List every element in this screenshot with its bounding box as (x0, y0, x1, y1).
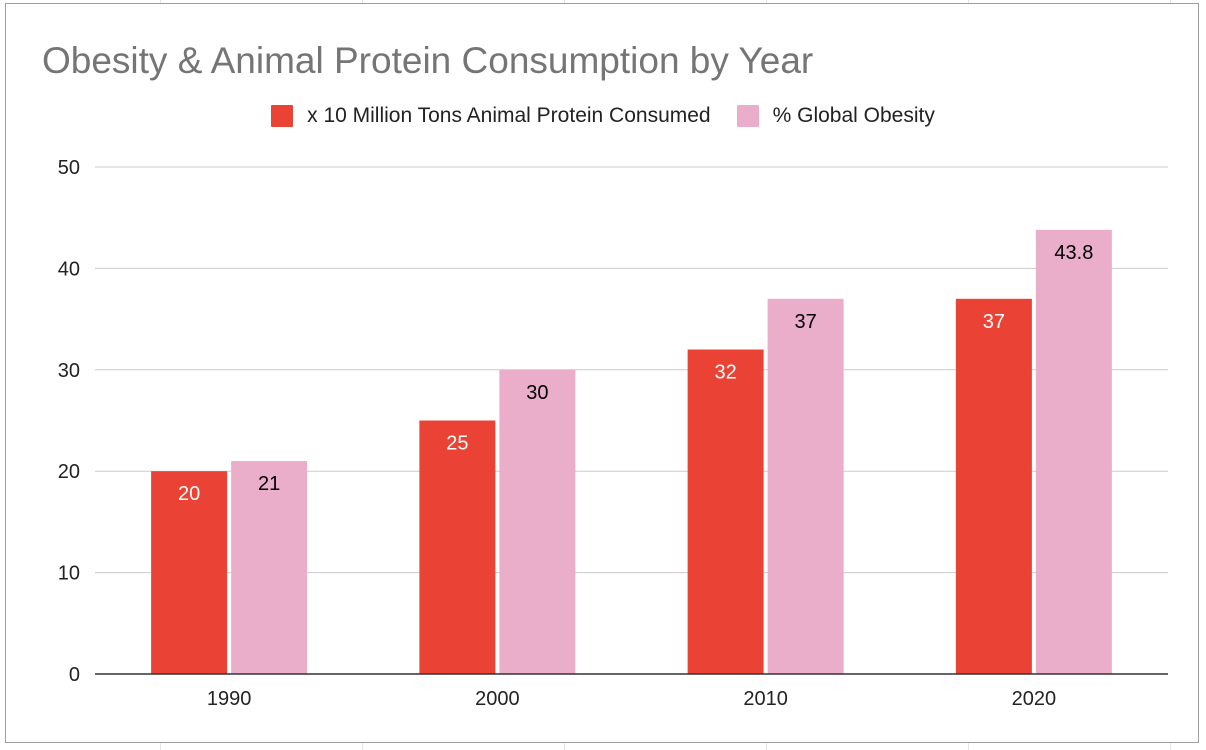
legend-item-obesity[interactable]: % Global Obesity (736, 104, 935, 128)
data-label-protein-2010: 32 (715, 362, 737, 384)
data-label-protein-1990: 20 (178, 483, 200, 505)
x-tick-label: 2010 (743, 688, 788, 710)
bar-protein-2020[interactable] (955, 298, 1032, 674)
data-label-protein-2020: 37 (983, 311, 1005, 333)
legend-label-protein: x 10 Million Tons Animal Protein Consume… (307, 104, 711, 127)
y-tick-label: 0 (69, 664, 80, 686)
bar-protein-1990[interactable] (151, 471, 228, 674)
bar-obesity-2000[interactable] (499, 369, 576, 674)
bar-protein-2000[interactable] (419, 420, 496, 675)
y-tick-label: 50 (58, 157, 80, 179)
bar-obesity-1990[interactable] (231, 461, 308, 674)
bar-obesity-2010[interactable] (767, 298, 844, 674)
bar-obesity-2020[interactable] (1035, 229, 1112, 675)
data-labels: 20 21 25 30 32 37 37 43.8 (178, 242, 1093, 505)
data-label-obesity-1990: 21 (258, 473, 280, 495)
legend-swatch-obesity (736, 105, 759, 127)
data-label-protein-2000: 25 (446, 433, 468, 455)
chart-title: Obesity & Animal Protein Consumption by … (42, 40, 814, 81)
y-tick-label: 20 (58, 461, 80, 483)
bar-protein-2010[interactable] (687, 349, 764, 674)
data-label-obesity-2000: 30 (526, 382, 548, 404)
x-tick-label: 1990 (207, 688, 252, 710)
y-tick-label: 10 (58, 563, 80, 585)
x-axis-ticks: 1990 2000 2010 2020 (207, 688, 1056, 710)
legend-swatch-protein (271, 105, 294, 127)
bars (151, 229, 1112, 675)
legend-label-obesity: % Global Obesity (772, 104, 935, 127)
x-tick-label: 2000 (475, 688, 520, 710)
legend: x 10 Million Tons Animal Protein Consume… (0, 104, 1206, 128)
data-label-obesity-2020: 43.8 (1054, 242, 1093, 264)
y-axis-ticks: 0 10 20 30 40 50 (58, 157, 80, 686)
legend-item-protein[interactable]: x 10 Million Tons Animal Protein Consume… (271, 104, 711, 128)
y-tick-label: 40 (58, 258, 80, 280)
data-label-obesity-2010: 37 (795, 311, 817, 333)
x-tick-label: 2020 (1012, 688, 1057, 710)
y-tick-label: 30 (58, 360, 80, 382)
